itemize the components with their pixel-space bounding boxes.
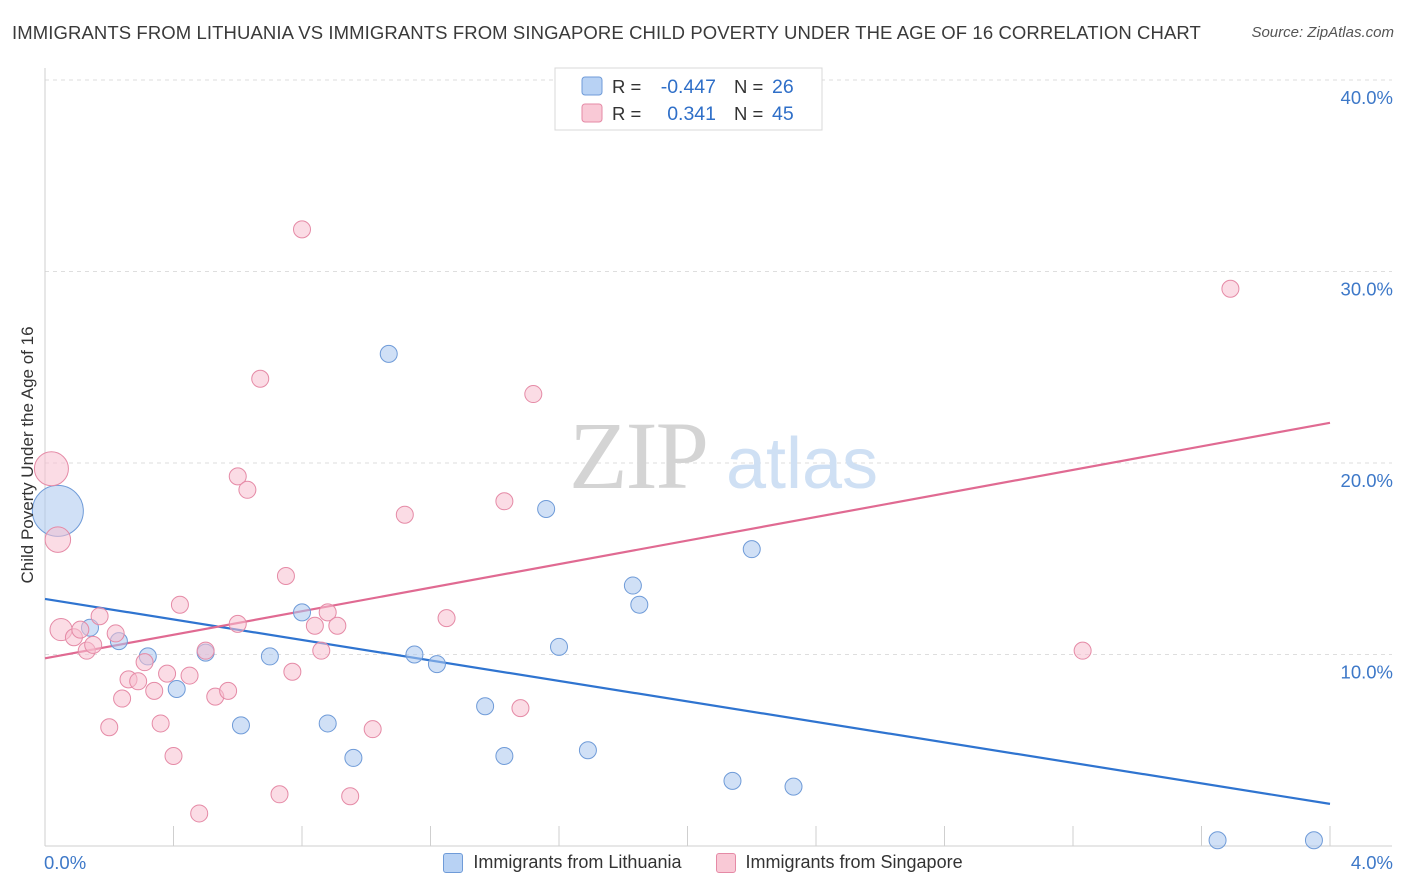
stats-swatch-singapore (581, 103, 603, 123)
stats-n-value-lithuania: 26 (772, 76, 794, 98)
point-series0-9 (318, 714, 337, 733)
point-series0-11 (379, 344, 398, 363)
point-series0-20 (630, 595, 649, 614)
point-series0-17 (550, 637, 568, 656)
point-series0-24 (1208, 831, 1227, 850)
point-series0-22 (742, 540, 761, 559)
point-series1-34 (318, 603, 337, 622)
point-series1-37 (363, 720, 382, 739)
tick-labels: 10.0% 20.0% 30.0% 40.0% 0.0% 4.0% (44, 87, 1393, 873)
legend-swatch-lithuania (443, 852, 464, 873)
y-tick-label-1: 20.0% (1341, 470, 1393, 491)
point-series1-29 (276, 566, 295, 585)
point-series0-12 (405, 645, 424, 664)
point-series1-18 (170, 595, 189, 614)
trend-line-0 (44, 597, 1331, 805)
point-series1-42 (524, 385, 543, 404)
point-series1-33 (312, 641, 331, 660)
point-series0-14 (476, 697, 495, 716)
legend-item-singapore: Immigrants from Singapore (715, 852, 963, 873)
point-series1-8 (100, 718, 119, 737)
watermark-zip: ZIP (569, 402, 707, 509)
point-series1-30 (283, 662, 302, 681)
legend-label-lithuania: Immigrants from Lithuania (473, 852, 682, 872)
point-series1-39 (437, 609, 456, 628)
point-series1-7 (90, 607, 109, 626)
trend-lines (44, 421, 1331, 805)
stats-n-value-singapore: 45 (772, 103, 794, 125)
point-series1-26 (238, 480, 257, 499)
point-series1-6 (84, 635, 103, 654)
chart-title: IMMIGRANTS FROM LITHUANIA VS IMMIGRANTS … (12, 22, 1201, 43)
stats-legend: R = -0.447 N = 26 R = 0.341 N = 45 (554, 67, 823, 131)
point-series0-19 (623, 576, 642, 595)
point-series1-40 (495, 492, 514, 511)
point-series1-4 (71, 620, 90, 639)
y-tick-label-2: 30.0% (1341, 279, 1393, 300)
point-series1-27 (251, 369, 270, 388)
point-series0-4 (167, 679, 186, 698)
point-series0-16 (537, 499, 556, 518)
grid-lines (45, 79, 1392, 655)
point-series1-20 (190, 804, 209, 823)
point-series1-25 (228, 467, 247, 486)
point-series1-1 (44, 526, 72, 553)
watermark: ZIP atlas (569, 402, 878, 509)
point-series1-36 (341, 787, 360, 806)
point-series1-41 (511, 699, 530, 718)
point-series0-21 (723, 771, 742, 790)
x-tick-label-min: 0.0% (44, 852, 86, 873)
series-legend: Immigrants from Lithuania Immigrants fro… (0, 852, 1406, 873)
point-series1-43 (1073, 641, 1092, 660)
stats-r-value-singapore: 0.341 (667, 103, 716, 125)
data-points (31, 220, 1323, 850)
point-series1-24 (228, 614, 247, 633)
point-series1-0 (33, 451, 69, 487)
point-series1-32 (305, 616, 324, 635)
point-series1-14 (145, 681, 164, 700)
point-series0-15 (495, 746, 514, 765)
trend-line-1 (44, 421, 1331, 660)
point-series1-28 (270, 785, 289, 804)
y-axis-title-group: Child Poverty Under the Age of 16 (18, 326, 37, 583)
stats-n-label-singapore: N = (734, 103, 763, 124)
stats-r-label-singapore: R = (612, 103, 641, 124)
point-series1-23 (219, 681, 238, 700)
point-series1-12 (129, 672, 148, 691)
y-tick-label-3: 40.0% (1341, 87, 1393, 108)
point-series0-6 (231, 716, 250, 735)
point-series1-38 (395, 505, 414, 524)
x-tick-label-max: 4.0% (1351, 852, 1393, 873)
y-tick-label-0: 10.0% (1341, 662, 1393, 683)
point-series0-10 (344, 748, 363, 767)
point-series0-13 (427, 655, 446, 674)
point-series0-25 (1304, 831, 1323, 850)
legend-item-lithuania: Immigrants from Lithuania (443, 852, 682, 873)
point-series1-10 (113, 689, 132, 708)
point-series1-19 (180, 666, 199, 685)
watermark-atlas: atlas (726, 424, 878, 504)
stats-r-label-lithuania: R = (612, 76, 641, 97)
stats-swatch-lithuania (581, 76, 603, 96)
y-axis-title: Child Poverty Under the Age of 16 (18, 326, 37, 583)
point-series1-44 (1221, 279, 1240, 298)
legend-label-singapore: Immigrants from Singapore (745, 852, 963, 872)
point-series0-8 (293, 603, 311, 622)
point-series1-16 (158, 664, 177, 683)
stats-r-value-lithuania: -0.447 (661, 76, 716, 98)
point-series0-18 (578, 741, 597, 760)
point-series1-35 (328, 616, 347, 635)
point-series1-21 (196, 641, 215, 660)
point-series1-15 (151, 714, 170, 733)
source-label: Source: ZipAtlas.com (1251, 24, 1394, 41)
point-series1-31 (293, 220, 311, 239)
stats-n-label-lithuania: N = (734, 76, 763, 97)
point-series0-7 (260, 647, 279, 666)
point-series1-13 (135, 653, 154, 672)
legend-swatch-singapore (715, 852, 736, 873)
point-series1-17 (164, 746, 183, 765)
point-series0-23 (784, 777, 803, 796)
point-series1-9 (106, 624, 125, 643)
